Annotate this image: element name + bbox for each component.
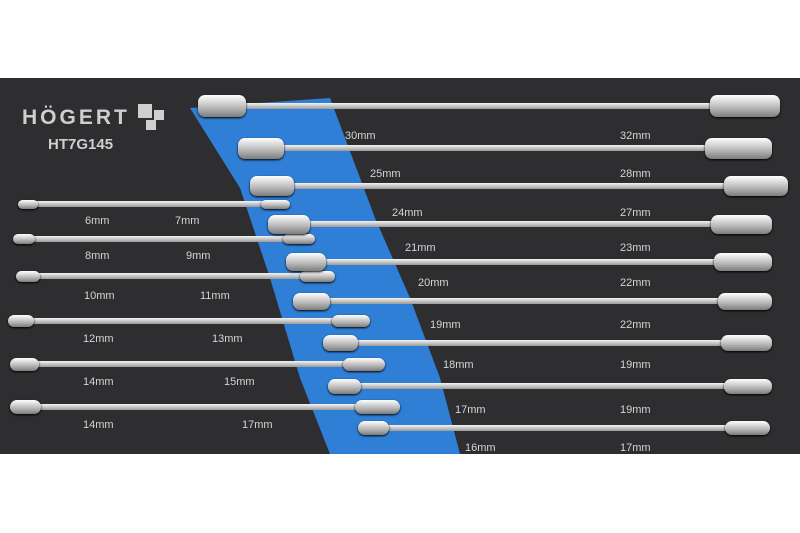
size-label: 23mm bbox=[620, 242, 651, 254]
size-label: 25mm bbox=[370, 168, 401, 180]
ring-end bbox=[717, 292, 772, 310]
size-label: 19mm bbox=[430, 319, 461, 331]
combination-wrench[interactable] bbox=[270, 221, 772, 227]
combination-wrench[interactable] bbox=[330, 383, 772, 389]
size-label: 27mm bbox=[620, 207, 651, 219]
size-label: 14mm bbox=[83, 376, 114, 388]
open-end bbox=[268, 214, 310, 234]
open-end bbox=[13, 234, 35, 244]
ring-end bbox=[714, 253, 772, 271]
ring-end bbox=[343, 357, 385, 371]
size-label: 21mm bbox=[405, 242, 436, 254]
size-label: 22mm bbox=[620, 319, 651, 331]
open-end bbox=[293, 292, 331, 310]
combination-wrench[interactable] bbox=[325, 340, 772, 346]
size-label: 12mm bbox=[83, 333, 114, 345]
combination-wrench[interactable] bbox=[12, 404, 400, 410]
size-label: 19mm bbox=[620, 404, 651, 416]
open-end bbox=[250, 176, 294, 196]
combination-wrench[interactable] bbox=[12, 361, 385, 367]
open-end bbox=[323, 335, 359, 351]
ring-end bbox=[261, 199, 290, 209]
foam-tray: HÖGERT HT7G145 6mm 7mm 8mm 9mm 10mm 11mm 12mm 1… bbox=[0, 78, 800, 454]
size-label: 17mm bbox=[620, 442, 651, 454]
ring-end bbox=[725, 421, 770, 435]
open-end bbox=[328, 378, 361, 394]
size-label: 7mm bbox=[175, 215, 200, 227]
ring-end bbox=[704, 137, 772, 159]
size-label: 14mm bbox=[83, 419, 114, 431]
combination-wrench[interactable] bbox=[295, 298, 772, 304]
ring-end bbox=[720, 335, 772, 351]
size-label: 17mm bbox=[455, 404, 486, 416]
size-label: 18mm bbox=[443, 359, 474, 371]
open-end bbox=[286, 253, 326, 271]
ring-end bbox=[283, 234, 315, 244]
combination-wrench[interactable] bbox=[360, 425, 770, 431]
size-label: 13mm bbox=[212, 333, 243, 345]
ring-end bbox=[331, 315, 370, 327]
size-label: 28mm bbox=[620, 168, 651, 180]
blue-accent-band bbox=[190, 98, 460, 454]
open-end bbox=[16, 270, 41, 282]
combination-wrench[interactable] bbox=[252, 183, 788, 189]
brand-logo: HÖGERT bbox=[22, 106, 130, 129]
model-number: HT7G145 bbox=[48, 136, 114, 153]
combination-wrench[interactable] bbox=[288, 259, 772, 265]
size-label: 11mm bbox=[200, 290, 230, 302]
ring-end bbox=[724, 378, 772, 394]
ring-end bbox=[724, 176, 788, 196]
open-end bbox=[8, 315, 35, 327]
combination-wrench[interactable] bbox=[200, 103, 780, 109]
size-label: 19mm bbox=[620, 359, 651, 371]
ring-end bbox=[355, 400, 400, 414]
open-end bbox=[358, 421, 389, 435]
size-label: 6mm bbox=[85, 215, 110, 227]
logo-squares-icon bbox=[138, 104, 166, 130]
size-label: 15mm bbox=[224, 376, 255, 388]
size-label: 22mm bbox=[620, 277, 651, 289]
size-label: 10mm bbox=[84, 290, 115, 302]
ring-end bbox=[711, 214, 772, 234]
size-label: 17mm bbox=[242, 419, 273, 431]
combination-wrench[interactable] bbox=[18, 273, 335, 279]
ring-end bbox=[709, 95, 780, 117]
open-end bbox=[238, 137, 285, 159]
size-label: 32mm bbox=[620, 130, 651, 142]
open-end bbox=[18, 199, 38, 209]
size-label: 30mm bbox=[345, 130, 376, 142]
combination-wrench[interactable] bbox=[10, 318, 370, 324]
open-end bbox=[198, 95, 247, 117]
open-end bbox=[10, 400, 41, 414]
size-label: 16mm bbox=[465, 442, 496, 454]
combination-wrench[interactable] bbox=[240, 145, 772, 151]
open-end bbox=[10, 357, 39, 371]
size-label: 24mm bbox=[392, 207, 423, 219]
combination-wrench[interactable] bbox=[15, 236, 315, 242]
combination-wrench[interactable] bbox=[20, 201, 290, 207]
size-label: 8mm bbox=[85, 250, 110, 262]
ring-end bbox=[299, 270, 335, 282]
size-label: 20mm bbox=[418, 277, 449, 289]
size-label: 9mm bbox=[186, 250, 211, 262]
